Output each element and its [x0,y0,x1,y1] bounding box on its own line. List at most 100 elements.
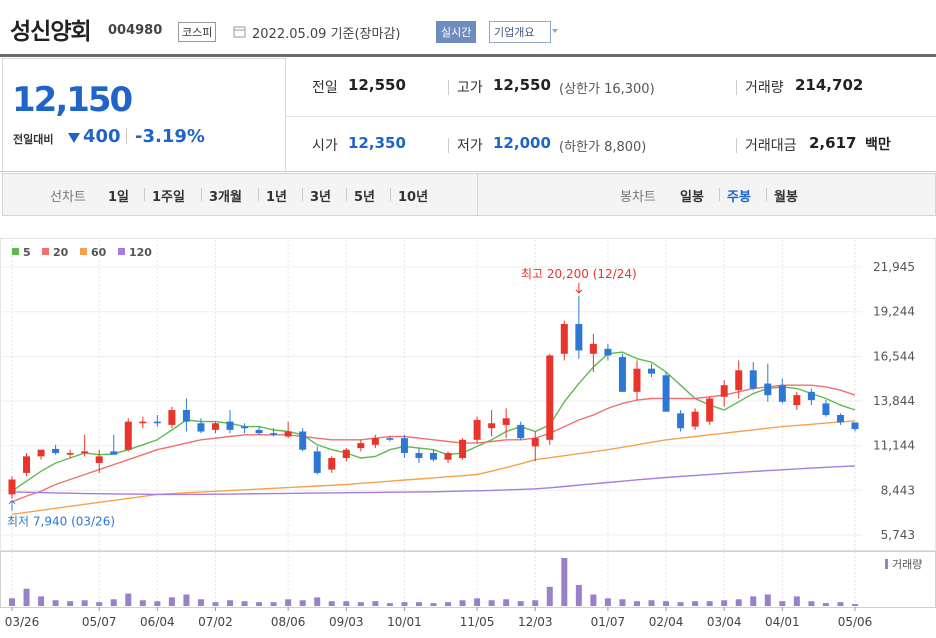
candle-body [255,429,263,434]
candle-body [822,403,830,415]
tab-bar [2,173,936,216]
candle-body [720,385,728,397]
ma-line [11,351,856,492]
divider [286,116,936,117]
candle-body [284,431,292,437]
company-button[interactable]: 기업개요 [489,21,552,43]
y-tick-label: 5,743 [881,528,915,542]
period-tab[interactable]: 5년 [354,190,376,205]
x-tick-label: 05/06 [838,615,873,629]
legend-swatch [118,248,125,255]
candle-body [662,375,670,412]
candle-tab[interactable]: 일봉 [680,190,704,205]
period-tab[interactable]: 1일 [108,190,130,205]
candle-body [502,418,510,425]
y-tick-label: 16,544 [873,349,915,363]
candle-body [37,449,45,457]
calendar-icon [233,26,246,38]
candle-body [459,439,467,459]
period-tab[interactable]: 1년 [266,190,288,205]
candle-body [124,421,132,450]
period-tab[interactable]: 3년 [310,190,332,205]
period-tab[interactable]: 1주일 [152,190,185,205]
candle-body [415,453,423,459]
base-date: 2022.05.09 기준(장마감) [252,27,401,42]
dropdown-arrow [552,29,558,33]
volume-bar [386,603,393,606]
volume-bar [735,599,742,606]
volume-bar [212,602,219,606]
x-tick-label: 10/01 [387,615,422,629]
stock-code: 004980 [108,23,163,38]
period-tab[interactable]: 10년 [398,190,429,205]
annotation-arrow [8,499,16,511]
candle-body [546,355,554,440]
period-tab[interactable]: 3개월 [209,190,242,205]
volume-bar [474,598,481,606]
x-tick-label: 07/02 [198,615,233,629]
volume-bar [488,600,495,606]
candle-body [749,370,757,389]
candle-body [488,423,496,429]
field-value: 214,702 [795,76,864,94]
separator [302,188,303,201]
y-tick-label: 19,244 [873,305,915,319]
candle-tab[interactable]: 주봉 [727,190,751,205]
volume-bar [663,601,670,606]
down-arrow [68,133,80,143]
volume-bar [285,599,292,606]
volume-bar [822,603,829,606]
volume-bar [314,597,321,606]
volume-bar [299,600,306,606]
volume-bar [183,594,190,606]
candle-body [313,451,321,473]
field-unit: 백만 [865,137,891,153]
volume-bar [604,598,611,606]
candle-body [778,385,786,402]
divider [0,54,936,57]
candle-body [517,424,525,439]
candle-body [66,453,74,455]
volume-bar [328,601,335,606]
y-tick-label: 8,443 [881,483,915,497]
low-annotation: 최저 7,940 (03/26) [7,515,115,529]
candle-body [430,453,437,460]
x-tick-label: 05/07 [82,615,117,629]
x-tick-label: 03/04 [707,615,742,629]
volume-bar [197,599,204,606]
annotation-arrow [575,282,583,294]
candle-body [226,421,234,430]
x-tick-label: 01/07 [591,615,626,629]
candle-body [633,368,641,392]
volume-bar [546,586,553,606]
volume-bar [837,602,844,606]
volume-bar [52,600,59,606]
y-tick-label: 11,144 [873,439,915,453]
volume-bar [575,584,582,606]
candle-body [52,448,60,454]
change: 400 [83,126,121,147]
candle-body [677,413,685,429]
volume-bar [23,588,30,606]
candle-body [618,357,626,392]
field-value: 2,617 [809,134,857,152]
separator [736,80,737,95]
x-tick-label: 03/26 [5,615,40,629]
separator [390,188,391,201]
candle-body [357,443,365,449]
tab-label: 선차트 [50,190,86,205]
candle-body [371,438,379,445]
legend-label: 60 [91,246,107,259]
candle-tab[interactable]: 월봉 [774,190,798,205]
volume-bar [779,601,786,606]
legend-label: 5 [23,246,31,259]
volume-bar [590,594,597,606]
field-label: 거래대금 [745,138,797,154]
legend-swatch [80,248,87,255]
field-label: 전일 [312,80,338,96]
volume-bar [561,558,568,606]
volume-bar [227,600,234,606]
realtime-button[interactable]: 실시간 [436,21,477,43]
candle-body [706,398,714,422]
